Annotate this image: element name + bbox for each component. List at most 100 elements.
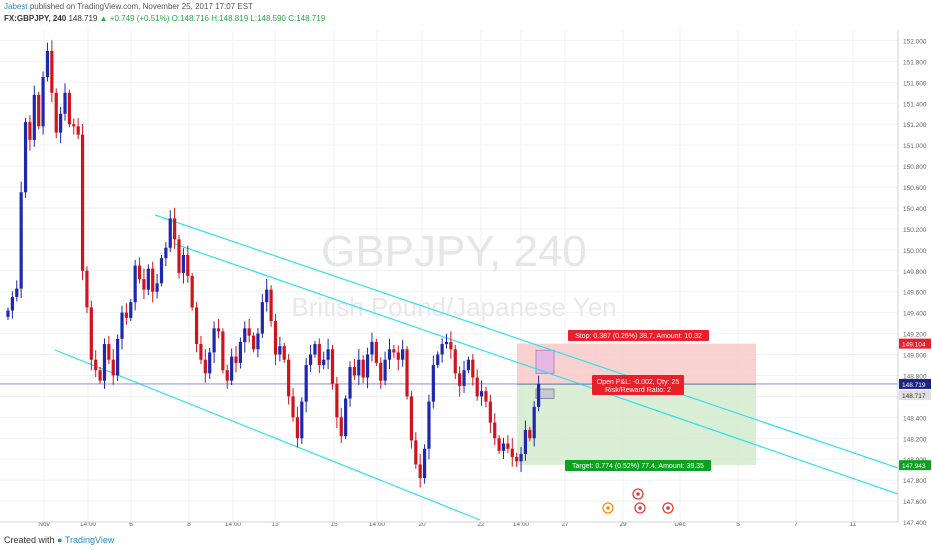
y-tick-label: 149.200	[903, 332, 927, 339]
candle-body	[203, 359, 207, 374]
price-chart[interactable]: GBPJPY, 240 British Pound/Japanese Yen S…	[0, 28, 932, 532]
y-tick-label: 147.800	[903, 478, 927, 485]
candle-body	[32, 94, 36, 140]
candle-body	[370, 341, 374, 355]
channel-line[interactable]	[154, 214, 899, 469]
candle-body	[392, 349, 396, 353]
candle-body	[418, 464, 422, 479]
candle-body	[256, 333, 260, 350]
footer: Created with ● TradingView	[0, 532, 932, 550]
channel-line[interactable]	[54, 349, 481, 521]
x-tick-label: 14:00	[513, 521, 530, 528]
stop-price-tag: 149.104	[902, 342, 926, 349]
candle-body	[458, 373, 462, 386]
candle-body	[85, 270, 89, 308]
y-tick-label: 152.000	[903, 38, 927, 45]
x-tick-label: 5	[736, 521, 740, 528]
target-zone[interactable]	[517, 384, 756, 466]
y-tick-label: 148.400	[903, 415, 927, 422]
x-tick-label: 14:00	[80, 521, 97, 528]
candle-body	[190, 276, 194, 308]
candle-body	[401, 349, 405, 360]
candle-body	[475, 377, 479, 397]
candle-body	[515, 457, 519, 462]
y-tick-label: 151.400	[903, 101, 927, 108]
author-link[interactable]: Jabest	[4, 2, 28, 11]
symbol-line: FX:GBPJPY, 240 148.719 ▲ +0.749 (+0.51%)…	[4, 14, 325, 23]
candle-body	[151, 268, 155, 292]
candle-body	[536, 383, 541, 407]
candle-body	[374, 341, 378, 363]
candle-body	[98, 370, 102, 381]
x-tick-label: 6	[129, 521, 133, 528]
y-tick-label: 147.600	[903, 499, 927, 506]
calendar-event-dot	[666, 506, 670, 510]
candle-body	[212, 328, 216, 353]
candle-body	[396, 352, 400, 360]
created-with: Created with ● TradingView	[4, 535, 114, 545]
candle-body	[45, 50, 50, 78]
last-price: 148.719	[68, 14, 98, 23]
x-tick-label: Dec	[674, 521, 686, 528]
handle-lower[interactable]	[535, 388, 555, 399]
x-tick-label: 20	[418, 521, 426, 528]
candle-body	[194, 307, 199, 345]
candle-body	[186, 255, 190, 276]
tradingview-brand[interactable]: TradingView	[64, 535, 115, 545]
pnl-label: Open P&L: -0.002, Qty: 25	[597, 379, 680, 386]
candle-body	[142, 279, 146, 290]
publish-line: Jabest published on TradingView.com, Nov…	[4, 2, 253, 11]
candle-body	[80, 134, 85, 271]
candle-body	[383, 359, 387, 381]
candle-body	[243, 328, 247, 342]
candle-body	[199, 344, 203, 360]
candle-body	[484, 391, 488, 402]
candle-body	[519, 453, 523, 462]
candle-body	[216, 328, 221, 332]
candle-body	[422, 448, 427, 479]
chart-background	[0, 28, 932, 532]
y-tick-label: 148.200	[903, 436, 927, 443]
candle-body	[510, 448, 514, 458]
candle-body	[308, 354, 313, 365]
target-label-box	[565, 460, 711, 471]
candle-body	[287, 359, 291, 397]
position-zones[interactable]	[517, 343, 756, 466]
target-price-tag-box	[899, 460, 931, 471]
candle-body	[208, 352, 212, 374]
candle-body	[352, 367, 357, 376]
candle-body	[50, 50, 54, 93]
tradingview-logo-icon: ●	[57, 535, 63, 545]
last-price-tag: 148.719	[902, 382, 926, 389]
candle-body	[59, 113, 63, 133]
candle-body	[273, 321, 278, 355]
y-tick-label: 151.200	[903, 122, 927, 129]
y-tick-label: 148.800	[903, 373, 927, 380]
x-tick-label: 11	[850, 521, 857, 528]
handle-upper[interactable]	[535, 349, 555, 374]
candle-body	[409, 396, 414, 441]
candle-body	[466, 359, 471, 371]
event-markers[interactable]	[602, 488, 674, 514]
candle-body	[462, 370, 466, 386]
candle-body	[6, 310, 10, 317]
candle-body	[322, 359, 326, 365]
candle-body	[41, 77, 45, 127]
candle-body	[339, 417, 343, 437]
close-value: C:148.719	[288, 14, 326, 23]
watermark-name: British Pound/Japanese Yen	[291, 292, 616, 322]
channel-line[interactable]	[174, 243, 899, 495]
candle-body	[431, 364, 435, 402]
candle-body	[387, 349, 392, 360]
candle-body	[94, 359, 98, 371]
candle-body	[528, 429, 532, 439]
candle-body	[497, 438, 501, 451]
x-tick-label: Nov	[38, 521, 50, 528]
candle-body	[238, 341, 243, 363]
candle-body	[89, 307, 93, 360]
last-price-tag-box	[899, 378, 931, 389]
y-tick-label: 151.000	[903, 143, 927, 150]
chart-area[interactable]: GBPJPY, 240 British Pound/Japanese Yen S…	[0, 28, 932, 537]
trend-channel[interactable]	[54, 214, 899, 521]
candle-body	[168, 218, 172, 248]
